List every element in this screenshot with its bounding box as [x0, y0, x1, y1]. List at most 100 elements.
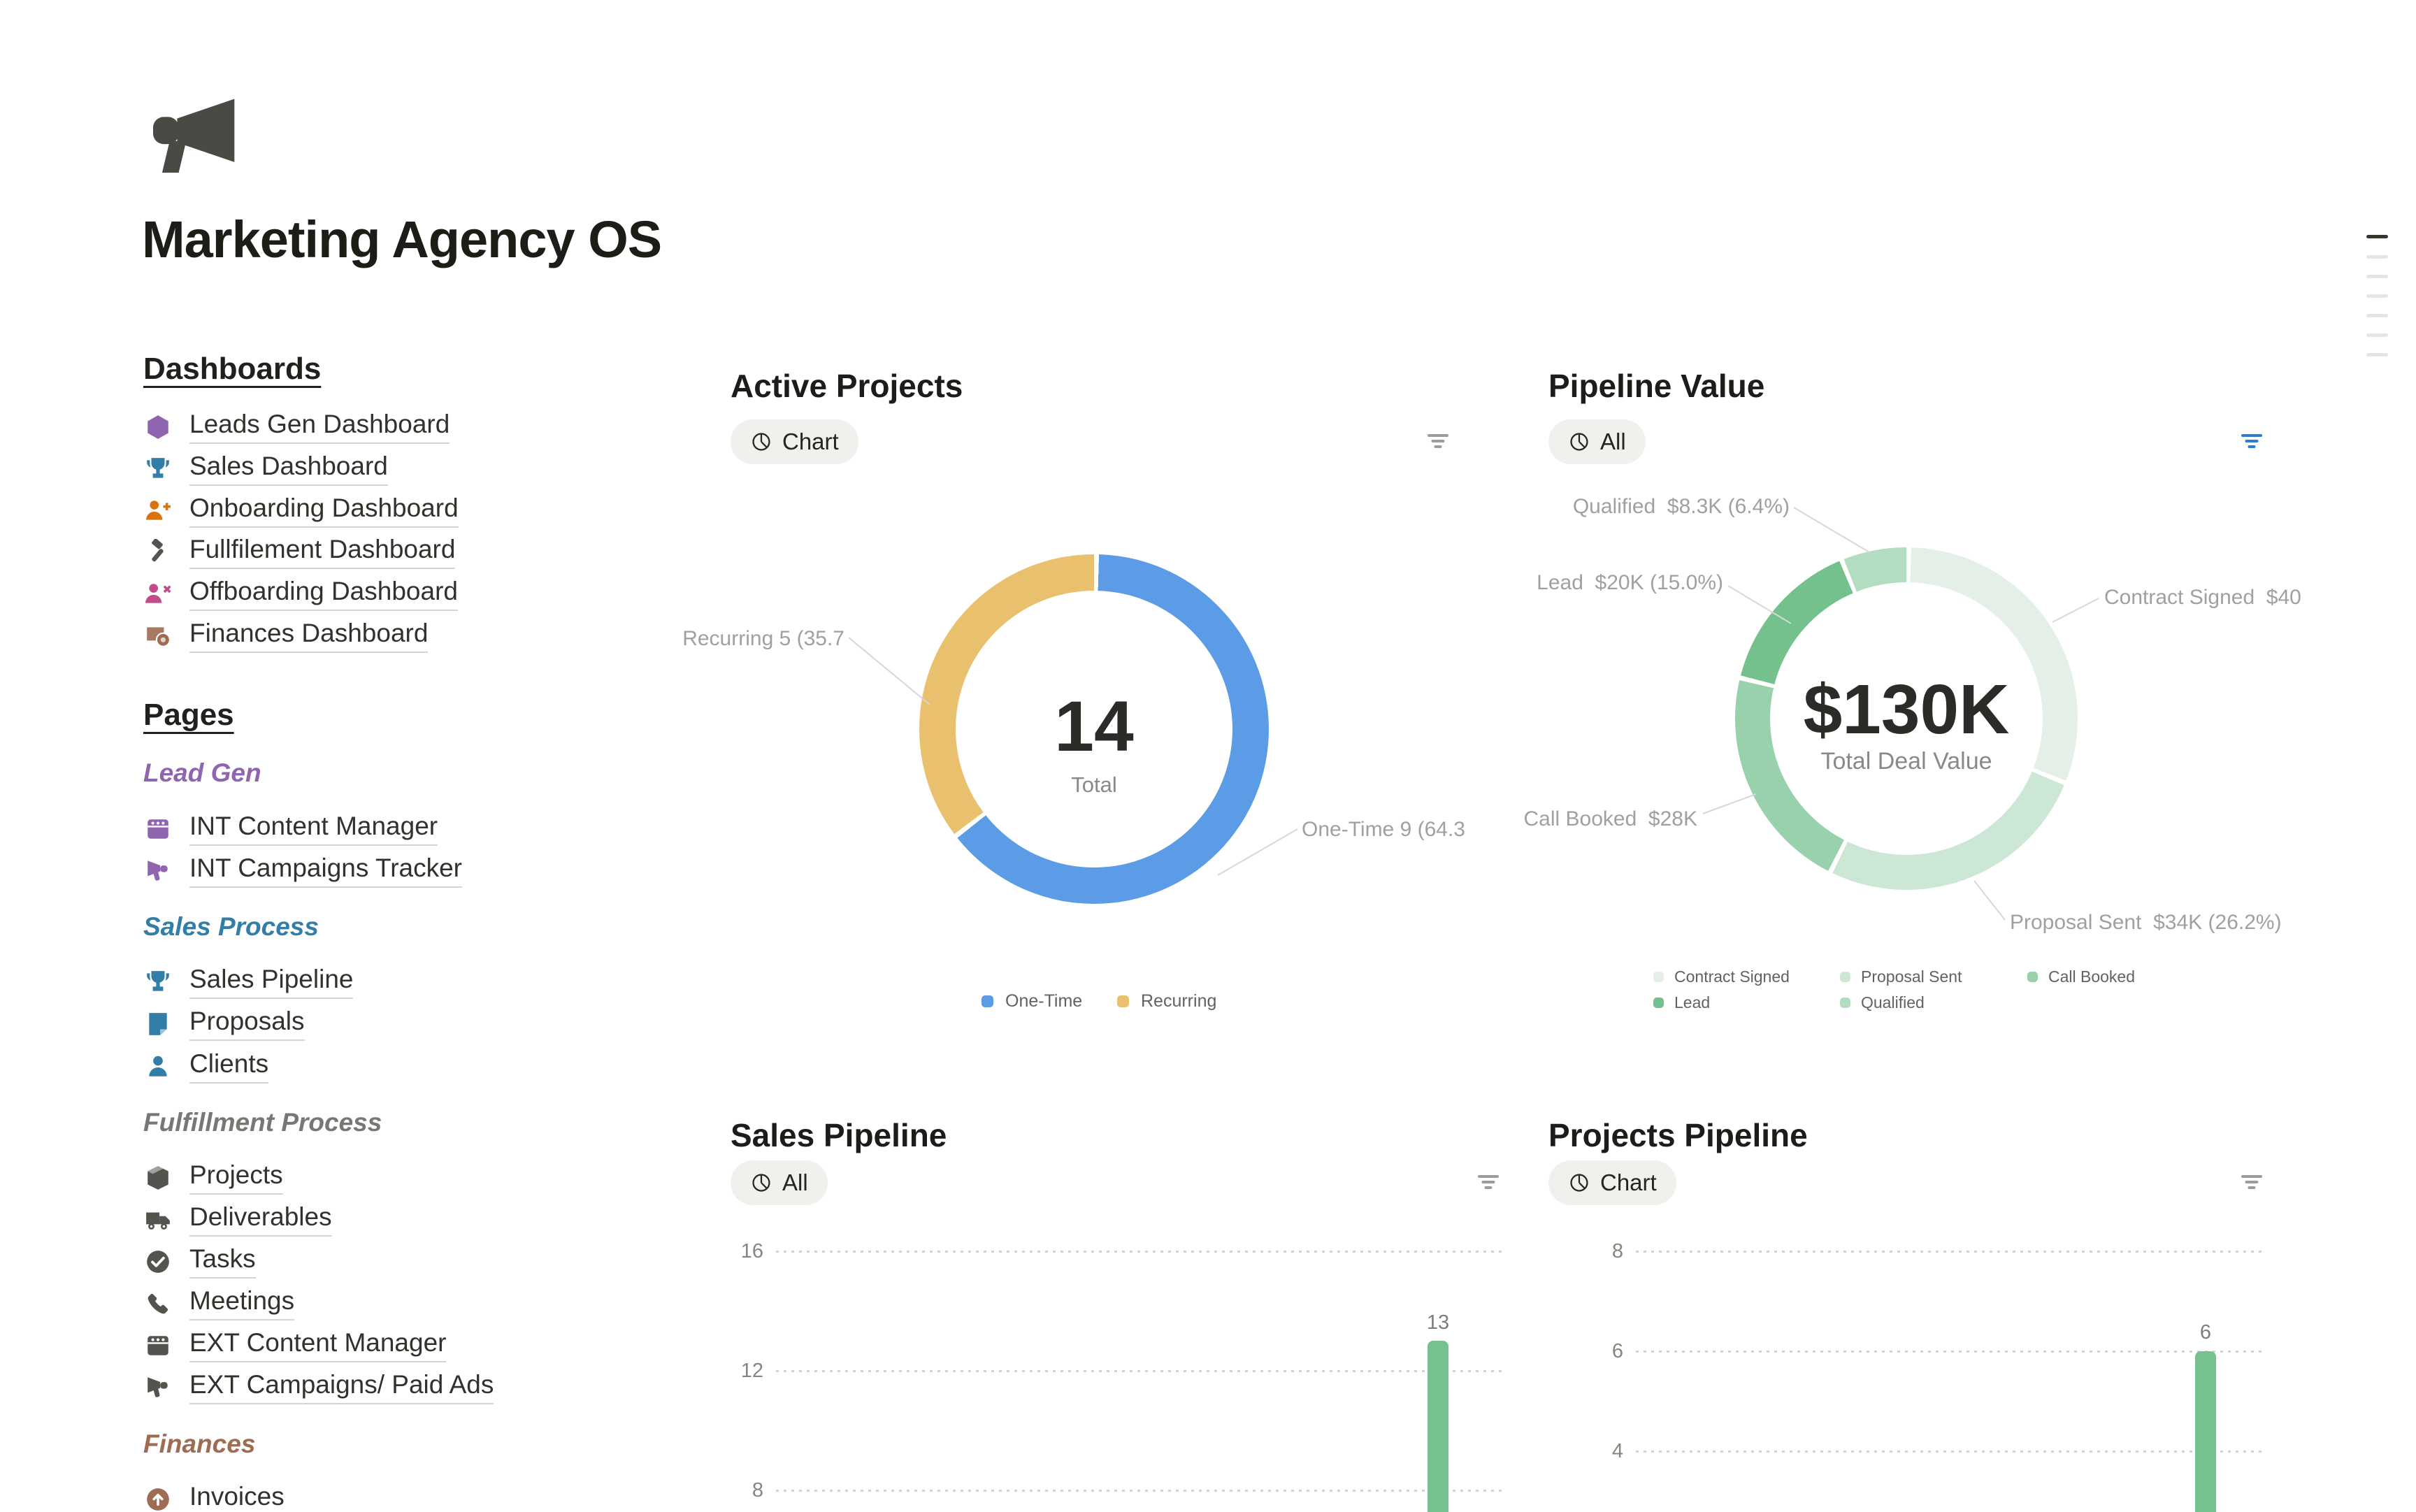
gridline: [1636, 1251, 2265, 1253]
person-remove-icon: [143, 579, 173, 609]
pages-heading: Pages: [143, 698, 234, 732]
sidebar-item-label: Tasks: [189, 1244, 256, 1279]
active-projects-donut[interactable]: 14 Total: [919, 554, 1269, 904]
sidebar-item-label: INT Campaigns Tracker: [189, 854, 462, 888]
sidebar-item-label: Proposals: [189, 1007, 305, 1041]
sidebar-item-invoices[interactable]: Invoices: [143, 1482, 285, 1512]
y-axis-tick: 6: [1611, 1340, 1623, 1362]
sales-pipeline-view-button[interactable]: All: [731, 1160, 828, 1205]
sidebar-item-label: Invoices: [189, 1482, 285, 1512]
donut-total-value: 14: [1054, 686, 1134, 766]
projects-pipeline-bar[interactable]: [2195, 1351, 2216, 1512]
legend-item-contract-signed[interactable]: Contract Signed: [1653, 967, 1790, 986]
sales-pipeline-bar[interactable]: [1428, 1341, 1448, 1512]
active-projects-view-button[interactable]: Chart: [731, 419, 858, 464]
sidebar-item-label: Meetings: [189, 1286, 295, 1320]
toc-line[interactable]: [2366, 275, 2388, 278]
donut-total-label: Total: [1071, 772, 1117, 797]
sidebar-item-label: Deliverables: [189, 1202, 332, 1237]
toc-line[interactable]: [2366, 235, 2388, 238]
sidebar-item-onboarding-dashboard[interactable]: Onboarding Dashboard: [143, 494, 459, 528]
sidebar-item-leads-gen-dashboard[interactable]: Leads Gen Dashboard: [143, 410, 450, 444]
filter-icon[interactable]: [2241, 1175, 2263, 1193]
bar-value-label: 13: [1426, 1311, 1450, 1334]
callout-call-booked: Call Booked $28K: [1523, 807, 1698, 830]
sidebar-item-meetings[interactable]: Meetings: [143, 1286, 295, 1320]
legend-swatch: [1840, 998, 1850, 1008]
filter-icon[interactable]: [2241, 434, 2263, 452]
sidebar-item-label: Projects: [189, 1160, 283, 1195]
sidebar-item-sales-pipeline[interactable]: Sales Pipeline: [143, 965, 354, 999]
group-heading-lead-gen: Lead Gen: [143, 758, 261, 787]
sidebar-item-sales-dashboard[interactable]: Sales Dashboard: [143, 452, 388, 486]
view-button-label: All: [782, 1169, 808, 1195]
pie-chart-icon: [1570, 1174, 1588, 1192]
legend-item-proposal-sent[interactable]: Proposal Sent: [1840, 967, 1962, 986]
gridline: [776, 1251, 1507, 1253]
person-icon: [143, 1052, 173, 1081]
phone-icon: [143, 1289, 173, 1318]
legend-item-qualified[interactable]: Qualified: [1840, 993, 1925, 1012]
pie-chart-icon: [752, 1174, 770, 1192]
legend-label: Lead: [1674, 993, 1711, 1011]
megaphone-icon: [143, 856, 173, 886]
projects-pipeline-view-button[interactable]: Chart: [1548, 1160, 1676, 1205]
box-icon: [143, 1163, 173, 1193]
sidebar-item-finances-dashboard[interactable]: Finances Dashboard: [143, 619, 429, 653]
sidebar-item-int-content-manager[interactable]: INT Content Manager: [143, 812, 438, 846]
sales-pipeline-title: Sales Pipeline: [731, 1117, 947, 1153]
sidebar-item-ext-campaigns-paid-ads[interactable]: EXT Campaigns/ Paid Ads: [143, 1370, 494, 1404]
sidebar-item-offboarding-dashboard[interactable]: Offboarding Dashboard: [143, 577, 458, 611]
clapperboard-icon: [143, 1331, 173, 1360]
group-heading-finances: Finances: [143, 1430, 256, 1458]
pipeline-value-donut[interactable]: $130K Total Deal Value: [1735, 547, 2078, 890]
sidebar-item-fullfilement-dashboard[interactable]: Fullfilement Dashboard: [143, 535, 456, 569]
pipeline-value-title: Pipeline Value: [1548, 368, 1765, 404]
sidebar-item-ext-content-manager[interactable]: EXT Content Manager: [143, 1328, 447, 1362]
hammer-icon: [143, 538, 173, 567]
toc-line[interactable]: [2366, 294, 2388, 298]
trophy-icon: [143, 967, 173, 997]
person-add-icon: [143, 496, 173, 526]
toc-line[interactable]: [2366, 353, 2388, 357]
money-icon: [143, 621, 173, 651]
group-heading-fulfillment-process: Fulfillment Process: [143, 1108, 382, 1137]
legend-label: Recurring: [1141, 991, 1217, 1011]
sidebar-item-label: EXT Campaigns/ Paid Ads: [189, 1370, 494, 1404]
legend-label: One-Time: [1005, 991, 1083, 1011]
gridline: [1636, 1351, 2265, 1353]
legend-swatch: [1117, 995, 1129, 1007]
sidebar-item-label: EXT Content Manager: [189, 1328, 447, 1362]
donut-total-value: $130K: [1803, 670, 2010, 749]
truck-icon: [143, 1205, 173, 1234]
megaphone-icon[interactable]: [143, 94, 241, 173]
toc-line[interactable]: [2366, 333, 2388, 337]
legend-item-lead[interactable]: Lead: [1653, 993, 1710, 1012]
legend-swatch: [1653, 972, 1664, 982]
legend-item-one-time[interactable]: One-Time: [982, 991, 1082, 1011]
legend-item-call-booked[interactable]: Call Booked: [2027, 967, 2135, 986]
legend-label: Call Booked: [2048, 967, 2136, 986]
toc-line[interactable]: [2366, 255, 2388, 259]
arrow-up-circle-icon: [143, 1485, 173, 1512]
sidebar-item-projects[interactable]: Projects: [143, 1160, 283, 1195]
check-circle-icon: [143, 1247, 173, 1276]
legend-swatch: [1653, 998, 1664, 1008]
filter-icon[interactable]: [1477, 1175, 1500, 1193]
toc-line[interactable]: [2366, 314, 2388, 317]
sidebar-item-tasks[interactable]: Tasks: [143, 1244, 256, 1279]
pipeline-value-view-button[interactable]: All: [1548, 419, 1646, 464]
pie-chart-icon: [1570, 433, 1588, 451]
sidebar-item-deliverables[interactable]: Deliverables: [143, 1202, 332, 1237]
legend-item-recurring[interactable]: Recurring: [1117, 991, 1216, 1011]
sidebar-item-int-campaigns-tracker[interactable]: INT Campaigns Tracker: [143, 854, 462, 888]
sidebar-item-clients[interactable]: Clients: [143, 1049, 269, 1083]
sidebar-item-proposals[interactable]: Proposals: [143, 1007, 305, 1041]
gridline: [1636, 1450, 2265, 1453]
filter-icon[interactable]: [1427, 434, 1449, 452]
legend-label: Qualified: [1861, 993, 1925, 1011]
legend-swatch: [1840, 972, 1850, 982]
y-axis-tick: 12: [740, 1360, 763, 1382]
sidebar-item-label: Sales Pipeline: [189, 965, 354, 999]
